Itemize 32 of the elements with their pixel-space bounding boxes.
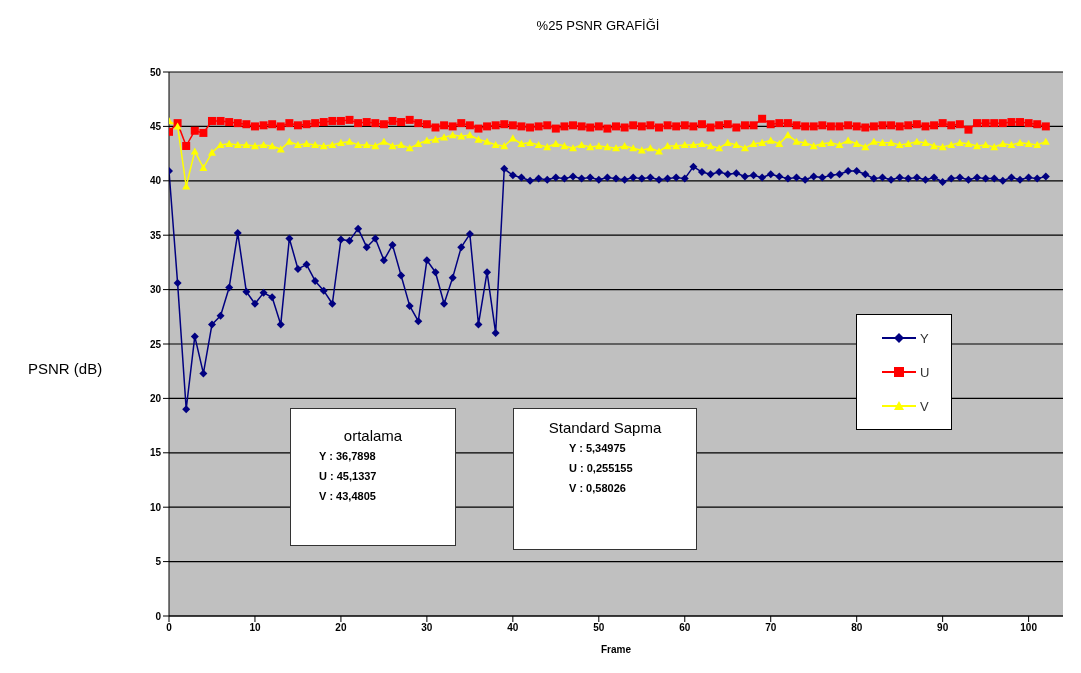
x-tick-label: 30: [421, 622, 433, 634]
x-axis-title: Frame: [600, 644, 632, 655]
y-axis-title: PSNR (dB): [28, 360, 103, 377]
annotation: ortalama Y : 36,7898 U : 45,1337 V : 43,4805: [318, 427, 404, 504]
legend-label: V: [920, 398, 929, 414]
y-tick-label: 25: [149, 338, 162, 350]
x-tick-label: 50: [593, 622, 605, 634]
y-tick-label: 15: [149, 447, 162, 459]
x-tick-label: 40: [507, 622, 519, 634]
text-box: ortalama Y : 36,7898 U : 45,1337 V : 43,4805: [290, 408, 456, 546]
y-tick-label: 30: [149, 284, 162, 296]
x-tick-label: 80: [851, 622, 863, 634]
x-tick-label: 60: [679, 622, 691, 634]
y-tick-label: 5: [155, 556, 162, 568]
legend-label: Y: [920, 330, 929, 346]
y-tick-label: 45: [149, 120, 162, 132]
x-tick-label: 20: [335, 622, 347, 634]
x-tick-label: 90: [937, 622, 949, 634]
x-tick-label: 0: [166, 622, 173, 634]
y-tick-label: 50: [149, 66, 162, 78]
x-tick-label: 10: [249, 622, 261, 634]
annotation: Standard Sapma Y : 5,34975 U : 0,255155 V : 0,58026: [547, 419, 663, 496]
chart-title: %25 PSNR GRAFİĞİ: [535, 18, 661, 33]
text-box: Standard Sapma Y : 5,34975 U : 0,255155 V : 0,58026: [513, 408, 697, 550]
legend-label: U: [920, 364, 930, 380]
y-tick-label: 0: [155, 610, 162, 622]
x-tick-label: 70: [765, 622, 777, 634]
x-tick-label: 100: [1020, 622, 1038, 634]
y-tick-label: 20: [149, 392, 162, 404]
y-tick-label: 35: [149, 229, 162, 241]
y-tick-label: 40: [149, 175, 162, 187]
y-tick-label: 10: [149, 501, 162, 513]
